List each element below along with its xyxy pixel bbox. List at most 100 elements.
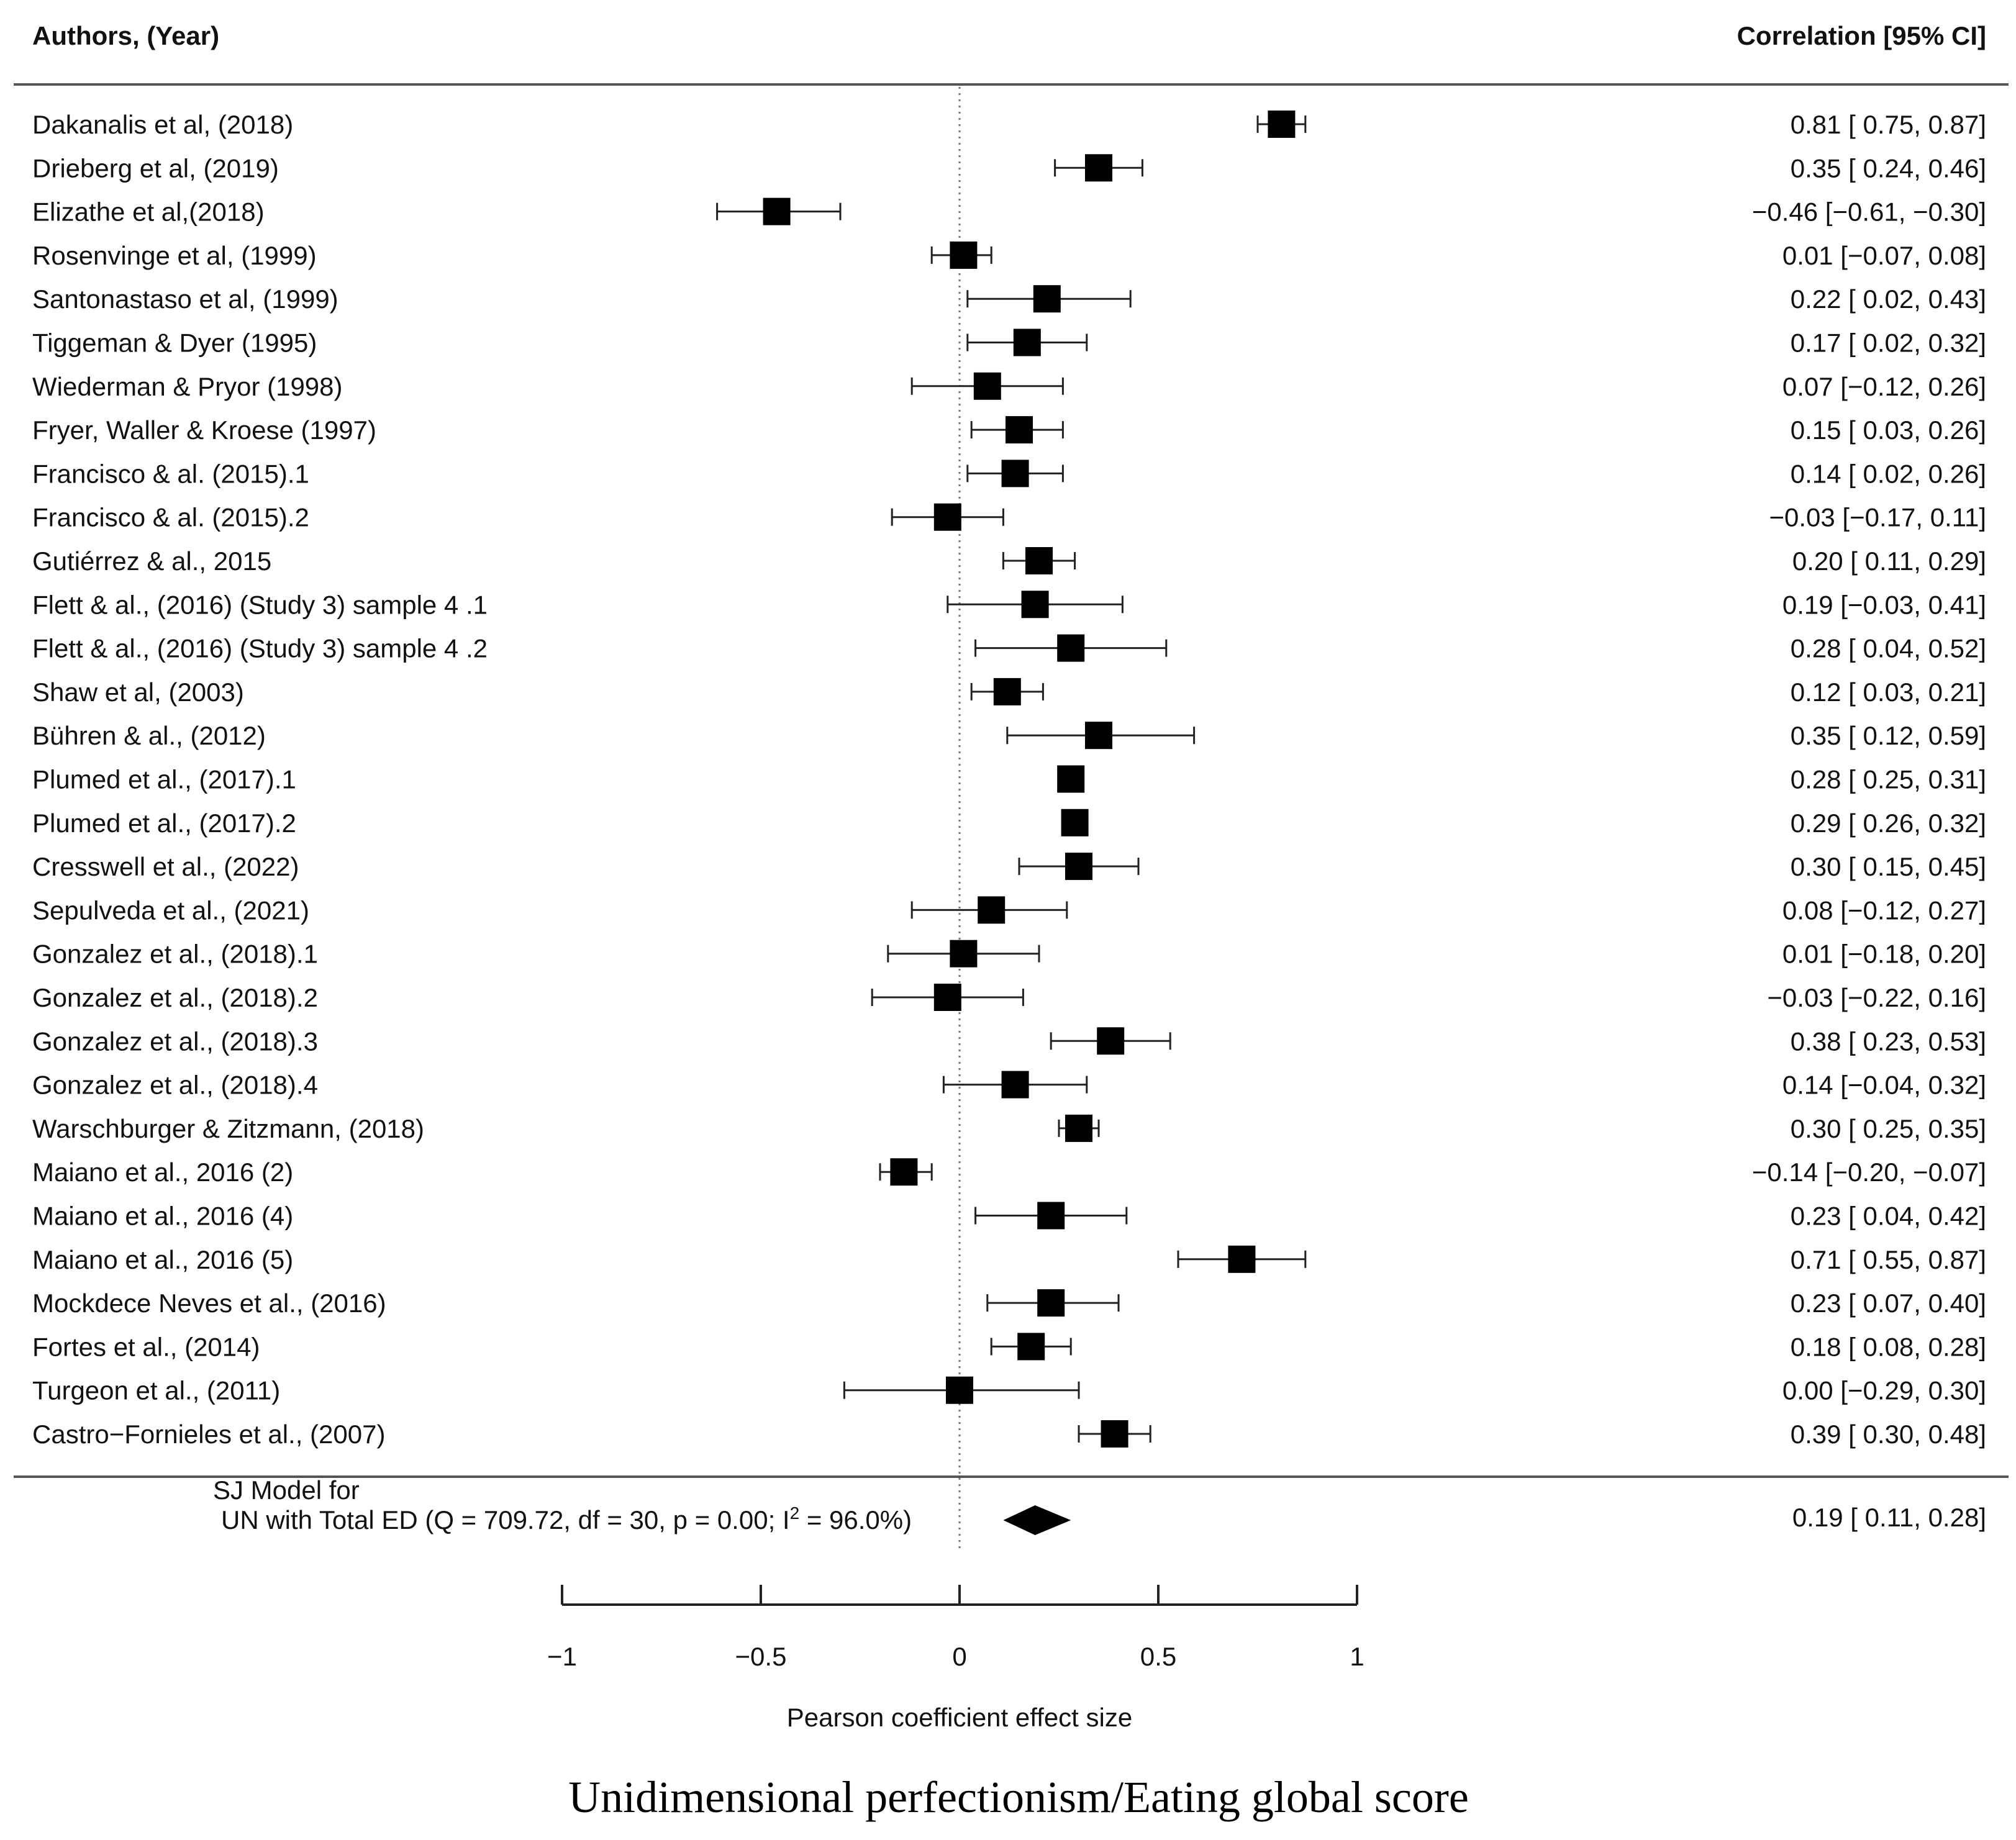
study-row: Maiano et al., 2016 (2) −0.14 [−0.20, −0.… [32,1158,1986,1187]
study-label: Cresswell et al., (2022) [32,852,299,881]
study-label: Maiano et al., 2016 (4) [32,1202,293,1231]
header: Authors, (Year) Correlation [95% CI] [32,21,1986,50]
x-axis-tick-label: −0.5 [735,1642,787,1671]
x-axis-tick-label: 0 [952,1642,966,1671]
point-estimate-square [946,1376,973,1404]
study-row: Turgeon et al., (2011) 0.00 [−0.29, 0.30] [32,1376,1986,1405]
ci-text: 0.18 [ 0.08, 0.28] [1791,1332,1986,1361]
point-estimate-square [1065,1114,1092,1142]
study-label: Sepulveda et al., (2021) [32,895,309,925]
study-row: Drieberg et al, (2019) 0.35 [ 0.24, 0.46] [32,153,1986,183]
x-axis-tick-label: 1 [1350,1642,1364,1671]
point-estimate-square [1013,329,1041,356]
study-row: Maiano et al., 2016 (5) 0.71 [ 0.55, 0.87… [32,1245,1986,1274]
study-row: Bühren & al., (2012) 0.35 [ 0.12, 0.59] [32,721,1986,750]
ci-text: 0.20 [ 0.11, 0.29] [1792,546,1986,576]
study-label: Shaw et al, (2003) [32,678,244,707]
point-estimate-square [1101,1420,1128,1448]
ci-text: 0.07 [−0.12, 0.26] [1782,372,1986,401]
ci-text: 0.14 [−0.04, 0.32] [1782,1071,1986,1100]
study-row: Flett & al., (2016) (Study 3) sample 4 .… [32,634,1986,663]
point-estimate-square [1037,1202,1065,1230]
study-row: Rosenvinge et al, (1999) 0.01 [−0.07, 0.0… [32,241,1986,270]
ci-text: −0.14 [−0.20, −0.07] [1752,1158,1986,1187]
study-label: Santonastaso et al, (1999) [32,284,338,314]
x-axis: −1 −0.5 0 0.5 1 Pearson coefficient effect si… [547,1585,1364,1732]
ci-text: 0.39 [ 0.30, 0.48] [1791,1420,1986,1449]
study-row: Gonzalez et al., (2018).4 0.14 [−0.04, 0.… [32,1071,1986,1100]
caption-text: Unidimensional perfectionism/Eating glob… [568,1772,1469,1822]
point-estimate-square [1033,285,1061,313]
ci-text: 0.30 [ 0.15, 0.45] [1791,852,1986,881]
ci-text: 0.38 [ 0.23, 0.53] [1791,1027,1986,1056]
study-label: Elizathe et al,(2018) [32,197,265,227]
ci-text: 0.30 [ 0.25, 0.35] [1791,1114,1986,1143]
ci-text: 0.08 [−0.12, 0.27] [1782,895,1986,925]
point-estimate-square [993,678,1021,705]
study-label: Fryer, Waller & Kroese (1997) [32,415,376,445]
point-estimate-square [1006,416,1033,444]
point-estimate-square [978,896,1006,924]
study-label: Francisco & al. (2015).1 [32,459,309,488]
study-row: Santonastaso et al, (1999) 0.22 [ 0.02, 0… [32,284,1986,314]
study-label: Plumed et al., (2017).2 [32,809,296,838]
study-label: Tiggeman & Dyer (1995) [32,329,317,358]
ci-text: 0.15 [ 0.03, 0.26] [1791,415,1986,445]
study-row: Mockdece Neves et al., (2016) 0.23 [ 0.07… [32,1289,1986,1318]
figure-caption: Unidimensional perfectionism/Eating glob… [568,1772,1469,1822]
study-label: Flett & al., (2016) (Study 3) sample 4 .… [32,590,488,619]
point-estimate-square [1268,111,1296,138]
study-row: Francisco & al. (2015).2 −0.03 [−0.17, 0.… [32,503,1986,532]
study-row: Wiederman & Pryor (1998) 0.07 [−0.12, 0.2… [32,372,1986,401]
study-label: Maiano et al., 2016 (2) [32,1158,293,1187]
ci-text: 0.35 [ 0.12, 0.59] [1791,721,1986,750]
ci-text: 0.01 [−0.18, 0.20] [1782,940,1986,969]
study-label: Mockdece Neves et al., (2016) [32,1289,386,1318]
study-label: Warschburger & Zitzmann, (2018) [32,1114,424,1143]
point-estimate-square [1021,591,1049,619]
summary-diamond [1003,1505,1071,1535]
study-label: Maiano et al., 2016 (5) [32,1245,293,1274]
ci-text: 0.17 [ 0.02, 0.32] [1791,329,1986,358]
ci-text: 0.35 [ 0.24, 0.46] [1791,153,1986,183]
point-estimate-square [1061,809,1089,836]
study-label: Gonzalez et al., (2018).2 [32,983,318,1012]
study-label: Bühren & al., (2012) [32,721,266,750]
point-estimate-square [950,241,978,269]
study-row: Plumed et al., (2017).2 0.29 [ 0.26, 0.32… [32,809,1986,838]
study-row: Maiano et al., 2016 (4) 0.23 [ 0.04, 0.42… [32,1202,1986,1231]
ci-text: −0.03 [−0.22, 0.16] [1767,983,1986,1012]
x-axis-tick-label: 0.5 [1140,1642,1176,1671]
ci-text: 0.81 [ 0.75, 0.87] [1791,110,1986,139]
study-row: Elizathe et al,(2018) −0.46 [−0.61, −0.30… [32,197,1986,227]
point-estimate-square [890,1158,918,1186]
study-label: Plumed et al., (2017).1 [32,765,296,794]
study-label: Rosenvinge et al, (1999) [32,241,317,270]
ci-text: −0.46 [−0.61, −0.30] [1752,197,1986,227]
study-row: Dakanalis et al, (2018) 0.81 [ 0.75, 0.87… [32,110,1986,139]
point-estimate-square [1228,1245,1256,1273]
study-rows: Dakanalis et al, (2018) 0.81 [ 0.75, 0.87… [32,110,1986,1449]
summary-label-line2: UN with Total ED (Q = 709.72, df = 30, p… [221,1503,912,1534]
point-estimate-square [1001,1071,1029,1099]
divider-lines [14,83,2009,1478]
ci-text: 0.71 [ 0.55, 0.87] [1791,1245,1986,1274]
study-row: Gonzalez et al., (2018).2 −0.03 [−0.22, 0… [32,983,1986,1012]
summary-label-line1: SJ Model for [213,1475,360,1505]
study-label: Castro−Fornieles et al., (2007) [32,1420,385,1449]
point-estimate-square [1037,1289,1065,1317]
point-estimate-square [1065,853,1092,881]
ci-text: 0.19 [−0.03, 0.41] [1782,590,1986,619]
study-label: Dakanalis et al, (2018) [32,110,293,139]
header-authors-year: Authors, (Year) [32,21,219,50]
study-label: Gonzalez et al., (2018).4 [32,1071,318,1100]
study-row: Fortes et al., (2014) 0.18 [ 0.08, 0.28] [32,1332,1986,1361]
ci-text: 0.29 [ 0.26, 0.32] [1791,809,1986,838]
study-label: Turgeon et al., (2011) [32,1376,280,1405]
study-row: Gonzalez et al., (2018).3 0.38 [ 0.23, 0.… [32,1027,1986,1056]
study-row: Castro−Fornieles et al., (2007) 0.39 [ 0.… [32,1420,1986,1449]
study-row: Gonzalez et al., (2018).1 0.01 [−0.18, 0.… [32,940,1986,969]
study-label: Drieberg et al, (2019) [32,153,279,183]
